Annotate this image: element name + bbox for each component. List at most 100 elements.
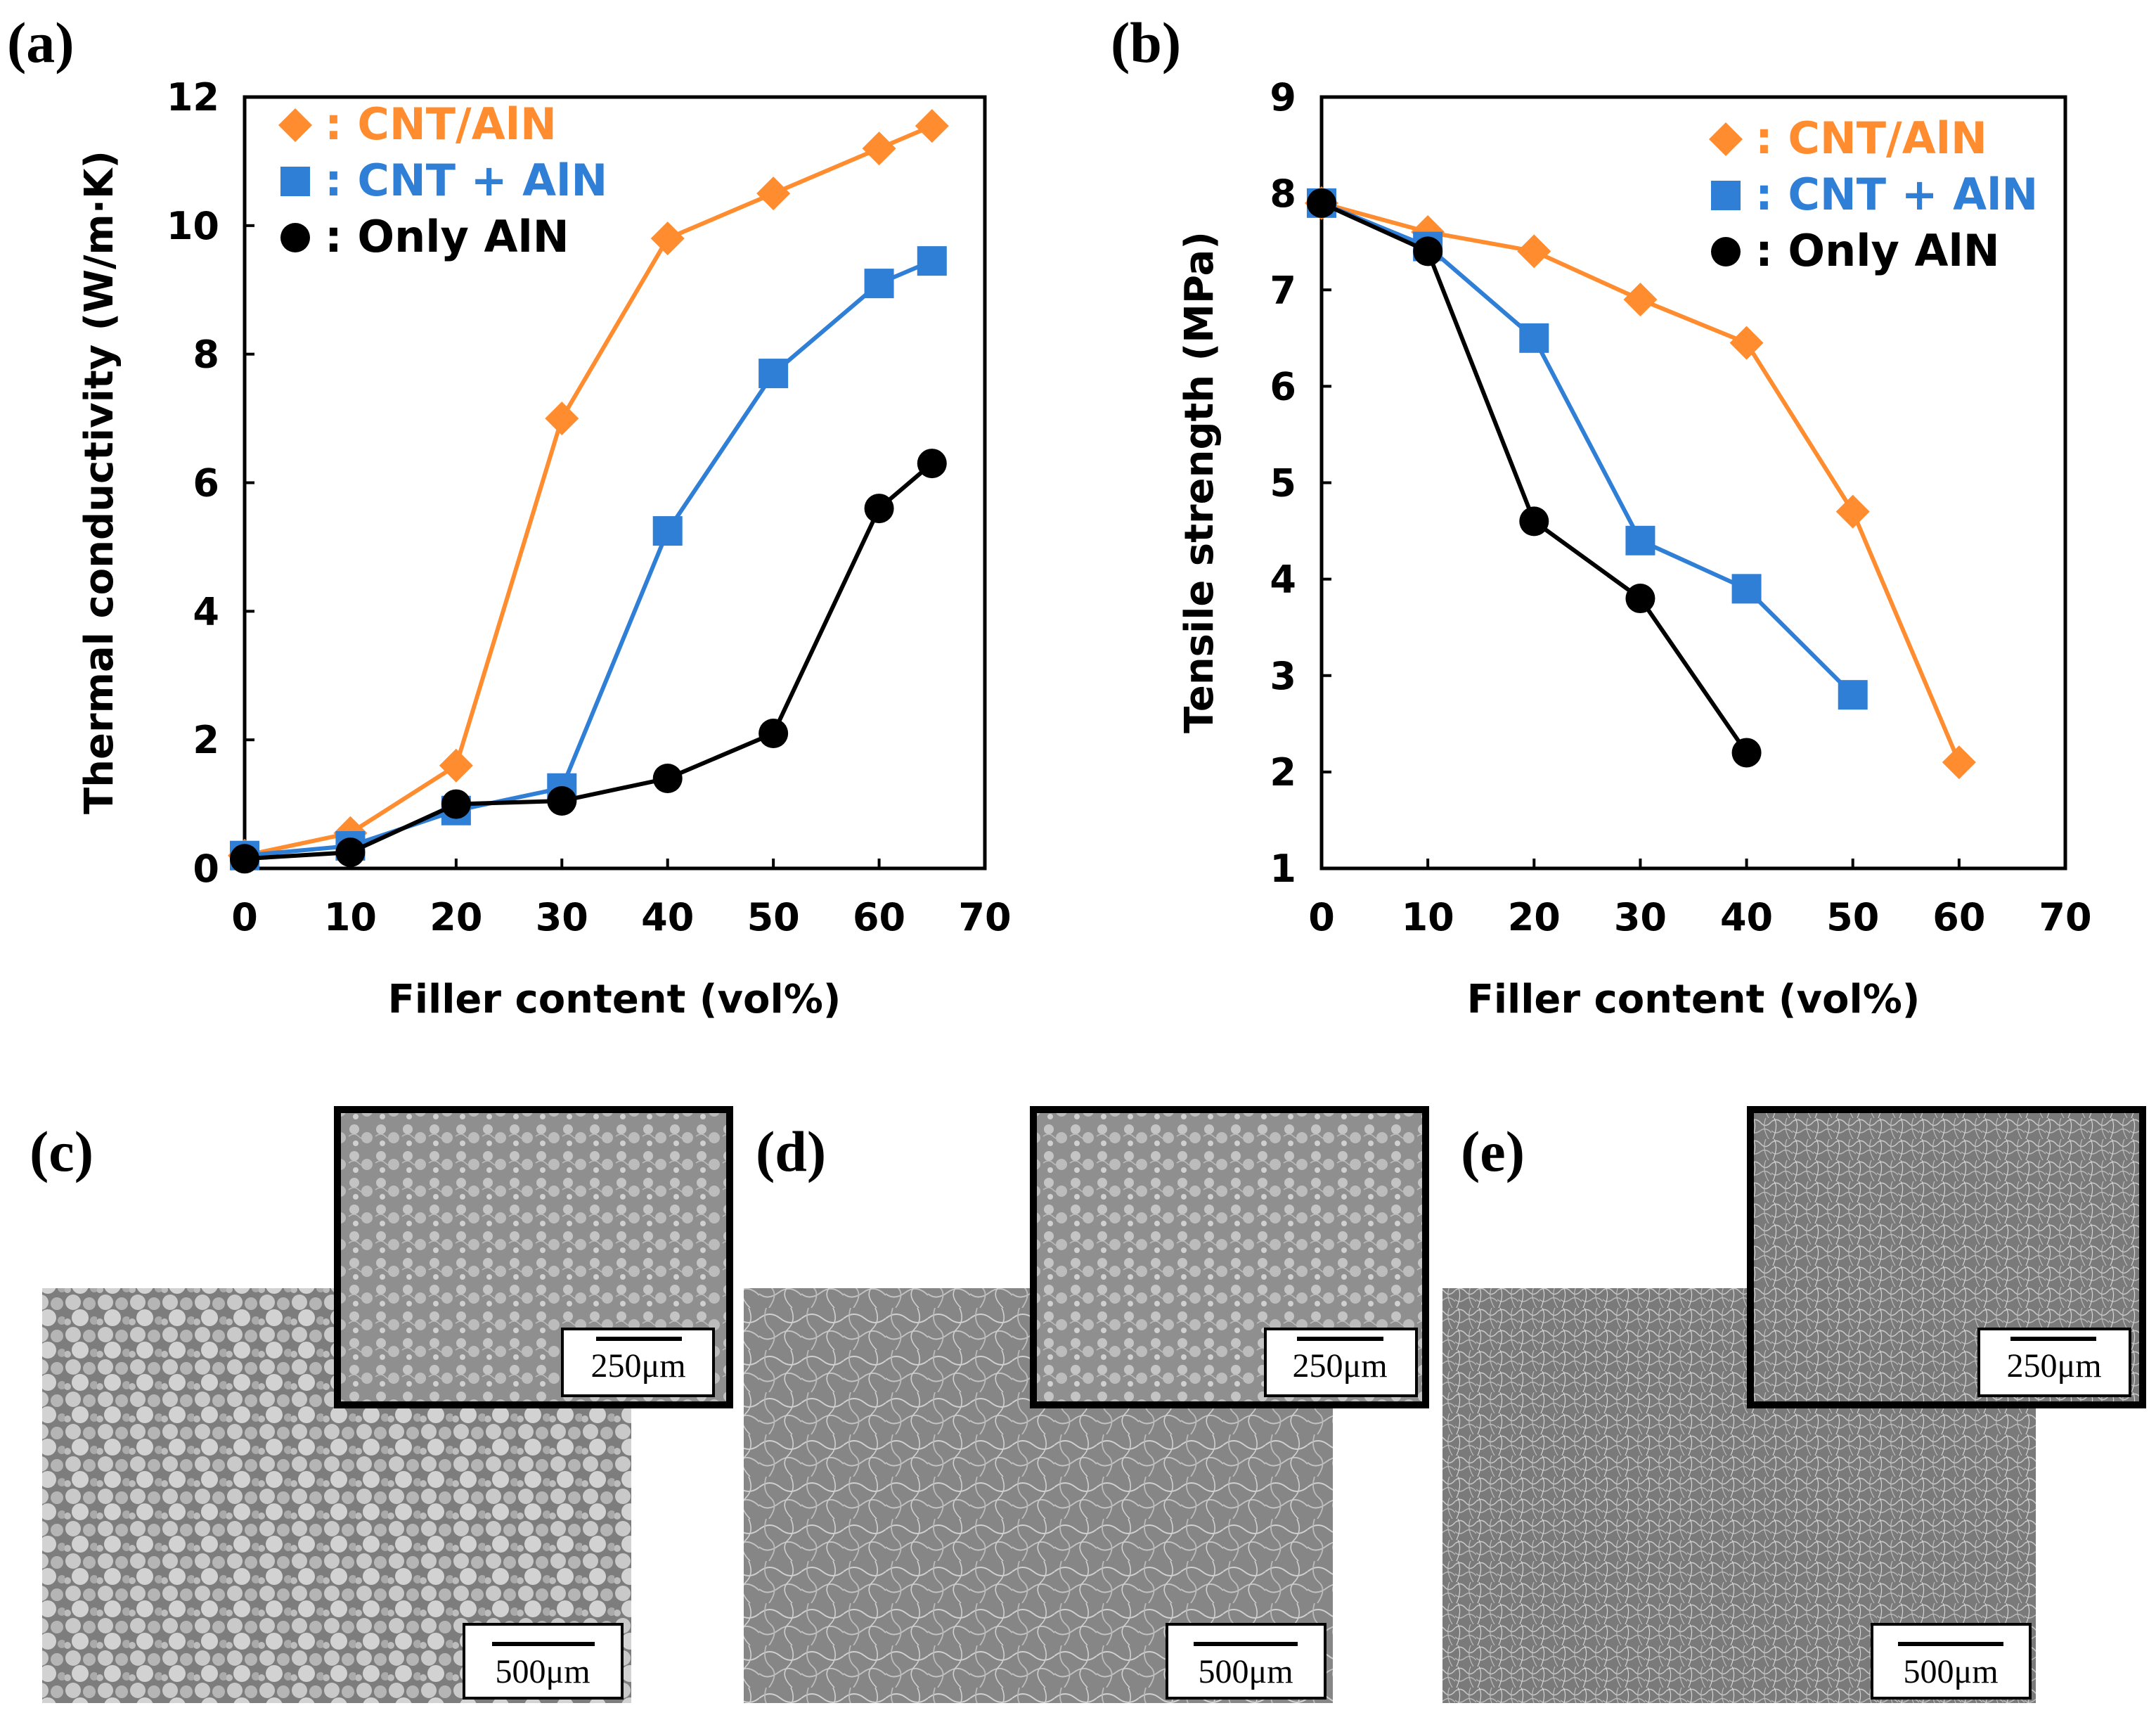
data-point: [1731, 574, 1762, 604]
x-tick-label: 0: [1308, 895, 1335, 939]
data-point: [915, 109, 949, 143]
x-tick-label: 10: [324, 895, 377, 939]
data-point: [335, 837, 366, 868]
micrograph-e: (e) 500μm 250μm: [1442, 1106, 2146, 1703]
micrograph-c: (c) 500μm 250μm: [30, 1106, 733, 1703]
data-point: [441, 789, 471, 819]
x-tick-label: 20: [430, 895, 482, 939]
legend-label: : CNT/AlN: [325, 98, 557, 150]
series-group-b: [1305, 186, 1976, 780]
scale-label-e: 500μm: [1903, 1653, 1998, 1690]
y-tick-label: 2: [1270, 750, 1296, 795]
x-ticks-a: 0 10 20 30 40 50 60 70: [231, 859, 1012, 939]
series-line: [244, 259, 933, 858]
legend-label: : Only AlN: [325, 211, 569, 262]
data-point: [1729, 326, 1764, 360]
data-point: [652, 764, 683, 794]
scale-box-c: [463, 1623, 624, 1700]
micrograph-d: (d) 500μm 250μm: [744, 1106, 1429, 1703]
scale-box-d: [1166, 1623, 1326, 1700]
y-tick-label: 8: [193, 333, 219, 377]
x-tick-label: 50: [1826, 895, 1879, 939]
legend-marker: [1711, 181, 1741, 210]
y-ticks-b: 1 2 3 4 5 6 7 8 9: [1270, 75, 1331, 891]
data-point: [1519, 323, 1549, 353]
y-tick-label: 6: [1270, 364, 1296, 409]
data-point: [1731, 738, 1762, 768]
x-tick-label: 40: [1720, 895, 1773, 939]
x-ticks-b: 0 10 20 30 40 50 60 70: [1308, 859, 2092, 939]
data-point: [917, 246, 947, 276]
data-point: [1517, 234, 1551, 269]
y-tick-label: 0: [193, 847, 219, 891]
data-point: [917, 449, 947, 479]
legend-marker: [1711, 237, 1741, 266]
y-axis-label-a: Thermal conductivity (W/m·K): [77, 150, 122, 814]
y-tick-label: 4: [1270, 558, 1296, 602]
legend-label: : CNT + AlN: [325, 155, 607, 206]
data-point: [545, 402, 579, 436]
legend-marker: [280, 167, 310, 196]
series-line: [244, 124, 933, 858]
series-group-a: [228, 109, 949, 874]
inset-scale-label-d: 250μm: [1292, 1347, 1387, 1385]
legend-a: : CNT/AlN: CNT + AlN: Only AlN: [278, 98, 607, 262]
data-point: [1625, 584, 1655, 614]
data-point: [439, 748, 473, 783]
panel-label-d: (d): [756, 1119, 826, 1183]
x-axis-label-b: Filler content (vol%): [1467, 977, 1921, 1022]
legend-label: : CNT/AlN: [1755, 113, 1987, 164]
y-tick-label: 9: [1270, 75, 1296, 120]
data-point: [756, 176, 791, 211]
series-line: [244, 461, 934, 861]
x-tick-label: 40: [641, 895, 694, 939]
data-point: [650, 221, 685, 256]
x-tick-label: 70: [2039, 895, 2091, 939]
data-point: [1838, 680, 1868, 710]
data-point: [1307, 188, 1336, 218]
data-point: [759, 719, 789, 749]
inset-scale-label-c: 250μm: [590, 1347, 685, 1385]
panel-label-a: (a): [7, 11, 75, 75]
x-tick-label: 60: [1932, 895, 1985, 939]
series-line: [1320, 201, 1854, 697]
x-tick-label: 50: [747, 895, 800, 939]
x-tick-label: 10: [1402, 895, 1454, 939]
y-tick-label: 8: [1270, 172, 1296, 216]
data-point: [864, 269, 894, 299]
data-point: [1835, 494, 1870, 529]
chart-thermal-conductivity: (a) 0 10 20 30 40 50 60 70 0 2 4 6 8 10 12 : CNT/AlN:…: [7, 11, 1012, 1022]
x-tick-label: 60: [853, 895, 905, 939]
y-tick-label: 6: [193, 461, 219, 506]
scale-label-d: 500μm: [1198, 1653, 1293, 1690]
scale-label-c: 500μm: [495, 1653, 590, 1690]
legend-label: : CNT + AlN: [1755, 169, 2038, 220]
x-axis-label-a: Filler content (vol%): [388, 977, 841, 1022]
data-point: [1519, 506, 1549, 537]
data-point: [864, 494, 894, 524]
panel-label-b: (b): [1111, 11, 1181, 75]
legend-marker: [1709, 122, 1743, 156]
y-tick-label: 7: [1270, 268, 1296, 312]
data-point: [759, 359, 789, 389]
y-ticks-a: 0 2 4 6 8 10 12: [167, 75, 254, 891]
legend-marker: [280, 223, 310, 252]
panel-label-e: (e): [1461, 1119, 1525, 1183]
y-tick-label: 4: [193, 589, 219, 634]
legend-label: : Only AlN: [1755, 225, 2000, 276]
inset-frame-e: [1747, 1106, 2146, 1408]
y-tick-label: 1: [1270, 847, 1296, 891]
y-tick-label: 2: [193, 718, 219, 762]
data-point: [862, 131, 896, 166]
legend-b: : CNT/AlN: CNT + AlN: Only AlN: [1709, 113, 2038, 276]
y-tick-label: 12: [167, 75, 219, 120]
data-point: [230, 844, 259, 874]
data-point: [1413, 236, 1443, 266]
x-tick-label: 30: [1614, 895, 1667, 939]
series-line: [1320, 201, 1749, 754]
data-point: [547, 786, 577, 816]
scale-box-e: [1871, 1623, 2032, 1700]
panel-label-c: (c): [30, 1119, 93, 1183]
data-point: [1623, 282, 1658, 316]
